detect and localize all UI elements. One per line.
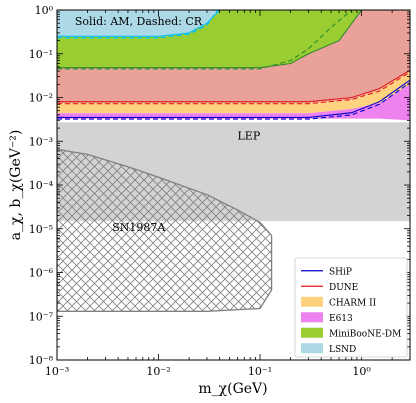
y-tick-label: 10⁻⁶ xyxy=(29,267,54,280)
y-tick-label: 10⁻⁴ xyxy=(29,179,54,192)
y-tick-label: 10⁻⁵ xyxy=(29,223,53,236)
y-tick-label: 10⁻¹ xyxy=(29,48,53,61)
legend-swatch-charm-ii xyxy=(301,296,323,307)
y-tick-label: 10⁻² xyxy=(29,92,53,105)
y-tick-label: 10⁰ xyxy=(35,4,54,17)
curve-miniboone-dm-solid xyxy=(57,10,363,69)
curve-miniboone-dm-dashed xyxy=(57,10,353,70)
curve-lsnd-dashed xyxy=(57,10,218,39)
legend-label-dune: DUNE xyxy=(329,283,358,293)
legend-swatch-e613 xyxy=(301,312,323,323)
legend-label-e613: E613 xyxy=(329,314,353,324)
ticks-layer: 10⁻³ 10⁻² 10⁻¹ 10⁰ 10⁰ 10⁻¹ 10⁻² 10⁻³ 10⁻⁴ 10⁻⁵ 10… xyxy=(29,4,411,378)
curve-dune-solid xyxy=(57,69,410,103)
x-axis-label: m_χ(GeV) xyxy=(198,381,267,397)
y-tick-label: 10⁻⁷ xyxy=(29,310,54,323)
annotation-sn1987a: SN1987A xyxy=(112,221,166,234)
curve-ship-solid xyxy=(57,79,410,118)
region-lsnd xyxy=(57,10,220,37)
annotations-layer: Solid: AM, Dashed: CR LEP SN1987A xyxy=(75,15,261,234)
legend-label-ship: SHiP xyxy=(329,267,352,277)
y-tick-label: 10⁻⁸ xyxy=(29,354,54,367)
region-dune xyxy=(57,10,410,103)
curve-ship-dashed xyxy=(57,82,410,120)
region-e613 xyxy=(57,84,410,121)
x-tick-label: 10⁻² xyxy=(146,365,170,378)
legend-label-miniboone-dm: MiniBooNE-DM xyxy=(329,329,401,339)
lines-layer xyxy=(57,10,410,120)
legend-swatch-miniboone-dm xyxy=(301,327,323,338)
legend-swatch-lsnd xyxy=(301,343,323,354)
x-tick-label: 10⁻¹ xyxy=(248,365,272,378)
annotation-lep: LEP xyxy=(238,129,261,142)
legend-label-lsnd: LSND xyxy=(329,345,356,355)
x-tick-label: 10⁻³ xyxy=(45,365,69,378)
annotation-solid-am-dashed-cr: Solid: AM, Dashed: CR xyxy=(75,15,203,28)
y-axis-label: a_χ, b_χ(GeV⁻²) xyxy=(8,130,24,241)
legend: SHiP DUNE CHARM II E613 MiniBooNE-DM LSND xyxy=(294,257,408,358)
x-tick-label: 10⁰ xyxy=(352,365,371,378)
region-sn1987a xyxy=(57,148,273,312)
legend-label-charm-ii: CHARM II xyxy=(329,298,377,308)
y-tick-label: 10⁻³ xyxy=(29,135,53,148)
region-miniboone-dm xyxy=(57,10,362,68)
